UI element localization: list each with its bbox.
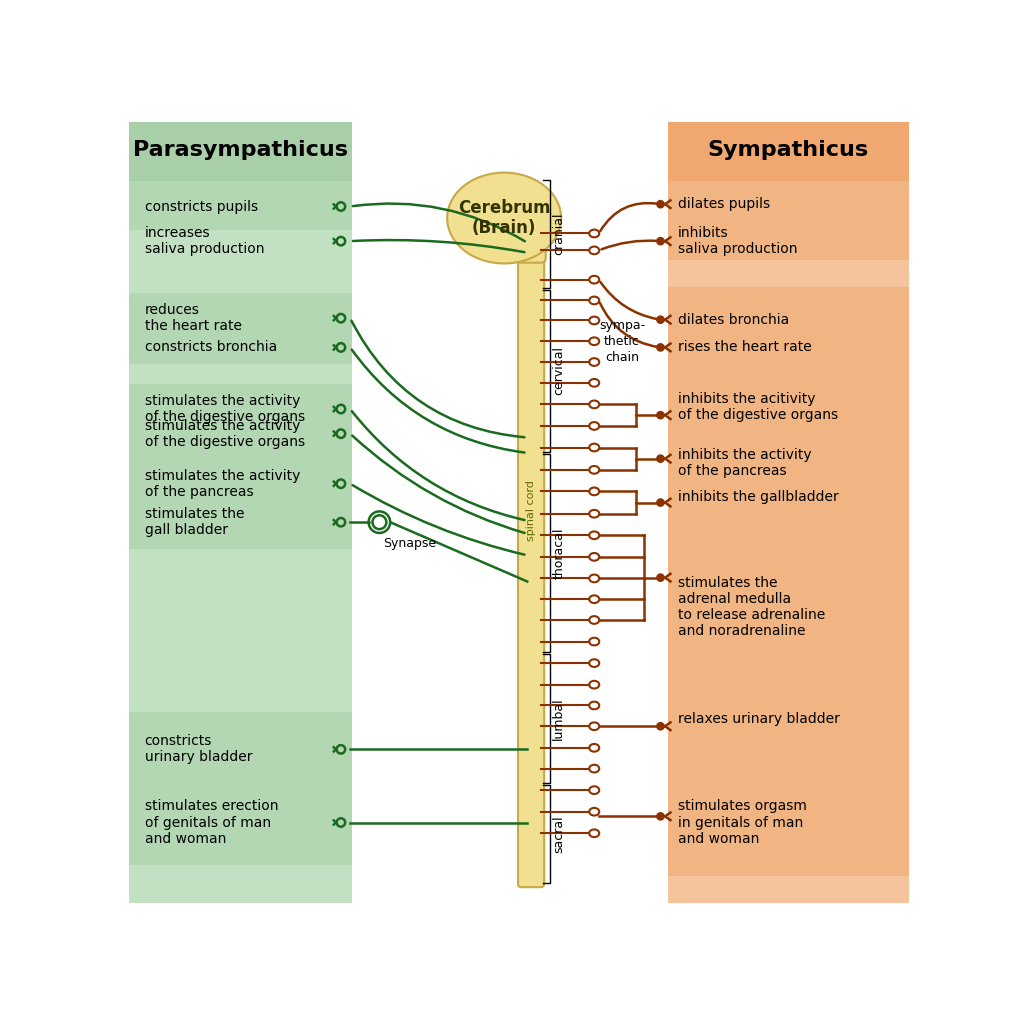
Ellipse shape <box>590 660 600 667</box>
Circle shape <box>657 723 664 730</box>
Bar <box>130 122 353 903</box>
Circle shape <box>657 344 664 350</box>
Bar <box>353 122 669 903</box>
Text: thoracal: thoracal <box>552 527 565 579</box>
Ellipse shape <box>590 296 600 304</box>
Ellipse shape <box>590 532 600 539</box>
Text: relaxes urinary bladder: relaxes urinary bladder <box>678 712 840 726</box>
Circle shape <box>657 412 664 418</box>
Text: stimulates the activity
of the digestive organs: stimulates the activity of the digestive… <box>145 418 305 449</box>
Bar <box>669 515 910 691</box>
Ellipse shape <box>590 764 600 772</box>
Text: stimulates the activity
of the pancreas: stimulates the activity of the pancreas <box>145 469 300 498</box>
Text: increases
saliva production: increases saliva production <box>145 226 264 256</box>
Ellipse shape <box>590 444 600 452</box>
Text: inhibits the gallbladder: inhibits the gallbladder <box>678 490 839 503</box>
Bar <box>669 122 910 181</box>
Circle shape <box>657 499 664 505</box>
Ellipse shape <box>590 553 600 560</box>
Ellipse shape <box>590 681 600 688</box>
Ellipse shape <box>590 401 600 408</box>
Ellipse shape <box>590 510 600 518</box>
Bar <box>130 292 353 341</box>
Text: constricts
urinary bladder: constricts urinary bladder <box>145 734 252 764</box>
Text: Cerebrum
(Brain): Cerebrum (Brain) <box>458 199 550 238</box>
Ellipse shape <box>590 574 600 583</box>
Ellipse shape <box>590 808 600 816</box>
Bar <box>669 122 910 903</box>
Bar <box>669 745 910 876</box>
Text: rises the heart rate: rises the heart rate <box>678 340 811 354</box>
Text: sacral: sacral <box>552 815 565 853</box>
Text: Sympathicus: Sympathicus <box>708 140 869 160</box>
Text: inhibits the activity
of the pancreas: inhibits the activity of the pancreas <box>678 448 811 478</box>
Circle shape <box>657 201 664 207</box>
Ellipse shape <box>590 829 600 837</box>
Ellipse shape <box>590 358 600 365</box>
Text: constricts bronchia: constricts bronchia <box>145 340 277 354</box>
Ellipse shape <box>590 723 600 730</box>
Text: stimulates the
gall bladder: stimulates the gall bladder <box>145 508 244 537</box>
Text: stimulates orgasm
in genitals of man
and woman: stimulates orgasm in genitals of man and… <box>678 799 807 845</box>
Bar <box>669 287 910 345</box>
FancyBboxPatch shape <box>518 224 544 887</box>
Text: lumbal: lumbal <box>552 697 565 740</box>
Ellipse shape <box>590 276 600 283</box>
Text: inhibits the acitivity
of the digestive organs: inhibits the acitivity of the digestive … <box>678 392 839 422</box>
Bar <box>669 691 910 745</box>
Ellipse shape <box>590 596 600 603</box>
Ellipse shape <box>590 247 600 254</box>
Circle shape <box>657 239 664 245</box>
Text: spinal cord: spinal cord <box>526 480 536 541</box>
Bar <box>669 446 910 485</box>
Bar <box>130 122 353 181</box>
Circle shape <box>657 574 664 581</box>
Text: stimulates erection
of genitals of man
and woman: stimulates erection of genitals of man a… <box>145 799 278 845</box>
Ellipse shape <box>590 787 600 794</box>
Bar <box>669 180 910 224</box>
Text: stimulates the
adrenal medulla
to release adrenaline
and noradrenaline: stimulates the adrenal medulla to releas… <box>678 576 826 638</box>
Ellipse shape <box>590 637 600 646</box>
Text: stimulates the activity
of the digestive organs: stimulates the activity of the digestive… <box>145 394 305 424</box>
Bar <box>130 180 353 229</box>
Ellipse shape <box>590 422 600 429</box>
Text: inhibits
saliva production: inhibits saliva production <box>678 226 797 256</box>
Bar <box>669 485 910 515</box>
Text: constricts pupils: constricts pupils <box>145 200 257 213</box>
Bar <box>130 453 353 506</box>
Bar <box>669 224 910 261</box>
Text: dilates bronchia: dilates bronchia <box>678 313 789 327</box>
Ellipse shape <box>590 337 600 345</box>
Ellipse shape <box>590 379 600 387</box>
Text: dilates pupils: dilates pupils <box>678 197 770 211</box>
Circle shape <box>657 317 664 323</box>
Ellipse shape <box>447 173 561 264</box>
FancyBboxPatch shape <box>517 211 546 263</box>
Text: cranial: cranial <box>552 213 565 256</box>
Ellipse shape <box>590 466 600 474</box>
Ellipse shape <box>590 701 600 709</box>
Circle shape <box>657 813 664 819</box>
Text: Parasympathicus: Parasympathicus <box>134 140 348 160</box>
Ellipse shape <box>590 616 600 624</box>
Ellipse shape <box>590 744 600 752</box>
Bar <box>130 713 353 790</box>
Text: Synapse: Synapse <box>383 537 437 550</box>
Text: reduces
the heart rate: reduces the heart rate <box>145 303 241 333</box>
Bar <box>130 341 353 364</box>
Bar <box>669 368 910 446</box>
Bar <box>669 345 910 368</box>
Ellipse shape <box>590 317 600 325</box>
Circle shape <box>657 456 664 462</box>
Bar <box>130 384 353 453</box>
Bar <box>130 506 353 549</box>
Bar <box>130 790 353 865</box>
Text: sympa-
thetic
chain: sympa- thetic chain <box>599 319 645 363</box>
Ellipse shape <box>590 229 600 238</box>
Text: cervical: cervical <box>552 346 565 396</box>
Ellipse shape <box>590 487 600 495</box>
